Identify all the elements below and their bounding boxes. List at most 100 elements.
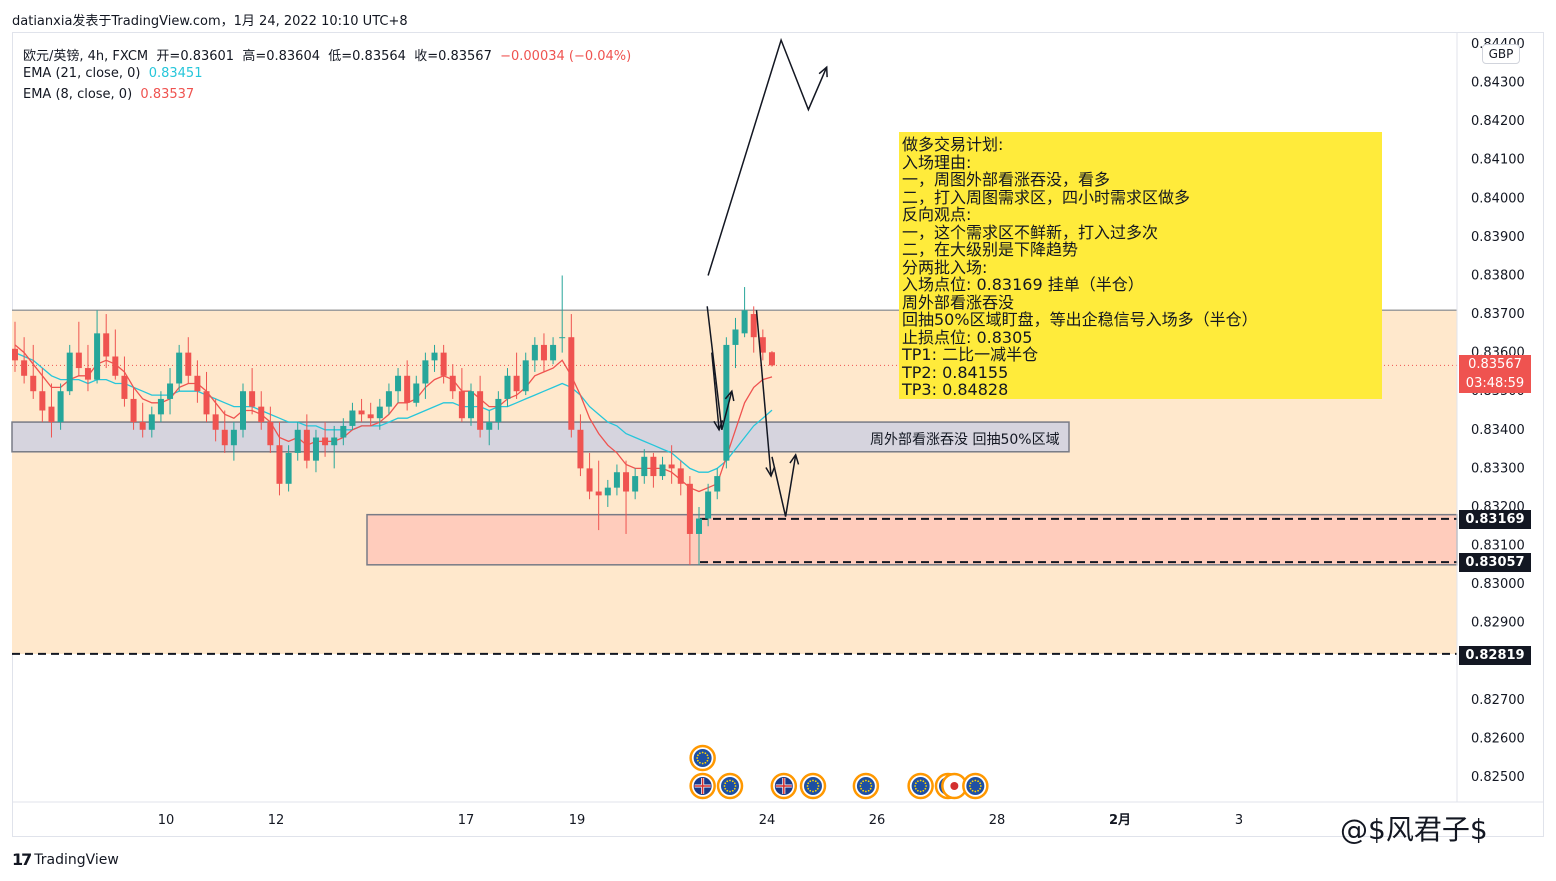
flag-star <box>922 789 925 792</box>
candle <box>413 375 420 407</box>
candle <box>522 352 529 396</box>
candle <box>513 352 520 399</box>
ema8-label: EMA (8, close, 0) <box>23 87 133 102</box>
ema8-value: 0.83537 <box>140 87 195 102</box>
candle-body <box>559 337 566 339</box>
candle <box>477 375 484 438</box>
candle-body <box>732 329 739 345</box>
candle <box>185 337 192 384</box>
flag-star <box>862 780 865 783</box>
flag-star <box>816 787 819 790</box>
candle <box>568 314 575 438</box>
candle-body <box>422 360 429 384</box>
time-tick-label: 28 <box>989 813 1006 828</box>
candle <box>613 464 620 496</box>
candle <box>714 468 721 500</box>
flag-star <box>969 787 972 790</box>
candle <box>66 344 73 396</box>
ema8-legend[interactable]: EMA (8, close, 0) 0.83537 <box>23 87 194 102</box>
candle <box>249 368 256 415</box>
flag-star <box>971 780 974 783</box>
symbol-legend: 欧元/英镑, 4h, FXCM 开=0.83601 高=0.83604 低=0.… <box>23 45 631 64</box>
candle <box>203 371 210 423</box>
flag-star <box>814 789 817 792</box>
candle <box>221 410 228 453</box>
projection-path <box>707 37 828 276</box>
trade-plan-note[interactable]: 做多交易计划: 入场理由: 一，周图外部看涨吞没，看多 二，打入周图需求区，四小… <box>899 132 1382 399</box>
candle <box>148 406 155 438</box>
ema21-legend[interactable]: EMA (21, close, 0) 0.83451 <box>23 66 202 81</box>
flag-bg <box>966 777 985 795</box>
brand-name: TradingView <box>34 851 119 868</box>
candle-body <box>696 518 702 534</box>
flag-star <box>914 785 917 787</box>
candle <box>94 310 101 384</box>
flag-bg <box>804 777 822 795</box>
flag-bg <box>911 777 930 795</box>
candle-body <box>157 398 164 415</box>
flag-star <box>701 762 704 765</box>
candle-body <box>249 391 256 407</box>
flag-star <box>729 790 731 793</box>
candle-body <box>449 375 456 392</box>
arrow-head <box>724 389 735 402</box>
plan-line: 二，打入周图需求区，四小时需求区做多 <box>902 187 1191 207</box>
flag-star <box>704 761 707 764</box>
candle <box>12 321 18 372</box>
price-tick-label: 0.83900 <box>1471 230 1525 245</box>
candle <box>431 344 438 372</box>
candle-body <box>531 344 538 361</box>
time-tick-label: 24 <box>759 813 776 828</box>
candle <box>267 406 274 453</box>
currency-badge[interactable]: GBP <box>1482 44 1520 64</box>
candle-body <box>723 344 730 461</box>
flag-star <box>812 790 814 793</box>
entry-zone <box>366 513 1458 566</box>
uk-flag-icon <box>770 772 798 800</box>
candle <box>650 452 657 488</box>
flag-star <box>925 785 928 787</box>
candle-body <box>276 445 283 484</box>
flag-star <box>969 782 972 785</box>
candle-body <box>139 422 146 430</box>
arrow-head <box>818 65 828 78</box>
candle <box>212 398 219 442</box>
bar-countdown: 03:48:59 <box>1465 376 1525 391</box>
candle-body <box>148 414 155 430</box>
candle-body <box>340 425 347 438</box>
flag-star <box>701 751 704 754</box>
tradingview-footer[interactable]: 17 TradingView <box>12 850 119 869</box>
flag-star <box>864 790 867 793</box>
candle <box>30 344 37 399</box>
candle <box>458 368 465 423</box>
flag-star <box>698 752 701 755</box>
flag-star <box>812 779 814 782</box>
candle <box>504 368 511 407</box>
plan-line: 一，这个需求区不鲜新，打入过多次 <box>902 222 1159 242</box>
candle <box>103 314 110 369</box>
flag-star <box>806 785 809 787</box>
flag-star <box>707 757 710 759</box>
candle-body <box>121 375 128 399</box>
ema21-line <box>14 352 773 473</box>
candle-body <box>677 468 684 484</box>
eu-flag-icon <box>852 772 880 800</box>
time-tick-label: 2月 <box>1109 813 1131 828</box>
candle <box>677 460 684 496</box>
time-tick-label: 26 <box>869 813 886 828</box>
candle-body <box>741 310 748 334</box>
flag-star <box>869 787 872 790</box>
flag-star <box>979 782 981 785</box>
candle-body <box>458 391 465 419</box>
candle <box>486 410 493 446</box>
price-tick-label: 0.83000 <box>1471 577 1525 592</box>
candle-body <box>604 487 611 496</box>
flag-star <box>869 782 872 785</box>
flag-bg <box>693 749 712 767</box>
plan-line: 入场理由: <box>902 152 972 172</box>
candle-body <box>376 406 383 419</box>
flag-star <box>816 782 819 785</box>
candle <box>641 449 648 484</box>
flag-star <box>814 780 817 783</box>
candle-body <box>112 356 119 376</box>
